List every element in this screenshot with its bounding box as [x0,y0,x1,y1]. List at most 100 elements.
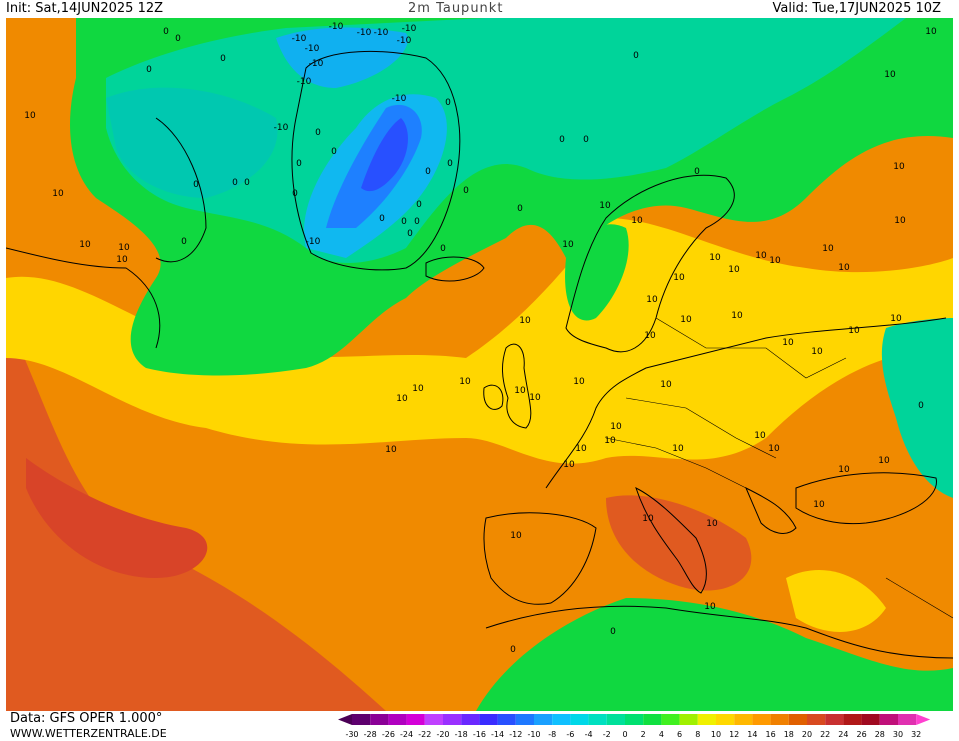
contour-label: 0 [918,401,924,411]
contour-label: 10 [811,347,823,357]
contour-label: 10 [412,384,424,394]
contour-label: 10 [660,380,672,390]
contour-label: 10 [884,70,896,80]
scale-box [552,714,571,725]
field-greenland-coldest [361,118,408,192]
label-zero-group: 0 0 0 0 0 0 0 0 0 0 0 0 0 0 0 0 0 0 0 0 … [146,27,924,655]
scale-label: 20 [802,730,812,739]
contour-label: 0 [193,180,199,190]
contour-label: 10 [599,201,611,211]
contour-label: 10 [768,444,780,454]
scale-box [770,714,789,725]
contour-label: 10 [646,295,658,305]
contour-label: 10 [118,243,130,253]
contour-label: 10 [878,456,890,466]
contour-label: 10 [519,316,531,326]
scale-box [661,714,680,725]
scale-box [643,714,662,725]
scale-label: 30 [893,730,903,739]
contour-label: 10 [604,436,616,446]
scale-label: 16 [766,730,776,739]
contour-label: 0 [292,189,298,199]
scale-label: 22 [820,730,830,739]
coast-north-africa [485,605,953,659]
scale-box [388,714,407,725]
contour-label: 0 [407,229,413,239]
contour-label: 0 [331,147,337,157]
contour-label: 10 [822,244,834,254]
scale-box [406,714,425,725]
scale-label: 28 [875,730,885,739]
contour-label: 0 [315,128,321,138]
contour-label: -10 [329,22,344,32]
scale-label: -28 [364,730,377,739]
scale-box [461,714,480,725]
contour-label: 10 [79,240,91,250]
dewpoint-map: -10 -10 -10 -10 -10 -10 -10 -10 -10 -10 … [6,18,953,711]
contour-label: 10 [848,326,860,336]
scale-box [497,714,516,725]
scale-label: -4 [585,730,593,739]
contour-label: 10 [893,162,905,172]
scale-label: -12 [509,730,522,739]
contour-label: 10 [728,265,740,275]
scale-label: -6 [566,730,574,739]
contour-label: 10 [704,602,716,612]
scale-label: -2 [603,730,611,739]
contour-label: 10 [925,27,937,37]
contour-label: 0 [445,98,451,108]
contour-label: 0 [181,237,187,247]
contour-label: 10 [709,253,721,263]
map-title: 2m Taupunkt [408,1,504,16]
contour-label: 10 [894,216,906,226]
scale-label: 12 [729,730,739,739]
borders [605,317,953,619]
scale-box [734,714,753,725]
contour-label: 10 [396,394,408,404]
scale-box [679,714,698,725]
data-source-label: Data: GFS OPER 1.000° [10,711,163,726]
contour-label: 0 [517,204,523,214]
scale-label: 24 [838,730,848,739]
contour-label: 0 [463,186,469,196]
contour-label: 0 [296,159,302,169]
border-asia [885,577,953,619]
contour-label: 10 [510,531,522,541]
contour-label: -10 [305,44,320,54]
border-central-europe [605,437,747,489]
coast-greenland [291,50,461,271]
coast-europe [545,317,947,489]
contour-label: 10 [731,311,743,321]
scale-label: 10 [711,730,721,739]
border-east-europe-1 [655,317,847,379]
contour-label: -10 [392,94,407,104]
coast-baffin [155,117,207,263]
field-arctic-islands [276,27,408,88]
scale-label: -30 [345,730,358,739]
scale-box [352,714,371,725]
scale-label: -16 [473,730,486,739]
scale-label: 32 [911,730,921,739]
scale-box [534,714,553,725]
label-ten-group: 10 10 10 10 10 10 10 10 10 10 10 10 10 1… [24,27,937,612]
scale-box [825,714,844,725]
scale-label: -24 [400,730,413,739]
contour-label: 10 [642,514,654,524]
scale-box [861,714,880,725]
scale-label: -22 [418,730,431,739]
scale-box [625,714,644,725]
contour-label: 10 [575,444,587,454]
coast-iceland [425,256,485,282]
contour-label: -10 [309,59,324,69]
coast-iberia [483,512,597,605]
scale-label: -20 [436,730,449,739]
contour-label: 0 [694,167,700,177]
contour-label: 0 [220,54,226,64]
website-label: WWW.WETTERZENTRALE.DE [10,727,167,740]
contour-label: 10 [116,255,128,265]
contour-label: 10 [459,377,471,387]
field-yellow-band [6,218,953,464]
contour-label: 10 [754,431,766,441]
scale-box [898,714,917,725]
scale-labels: -30 -28 -26 -24 -22 -20 -18 -16 -14 -12 -10 -8 -6 -4-… [345,730,921,739]
